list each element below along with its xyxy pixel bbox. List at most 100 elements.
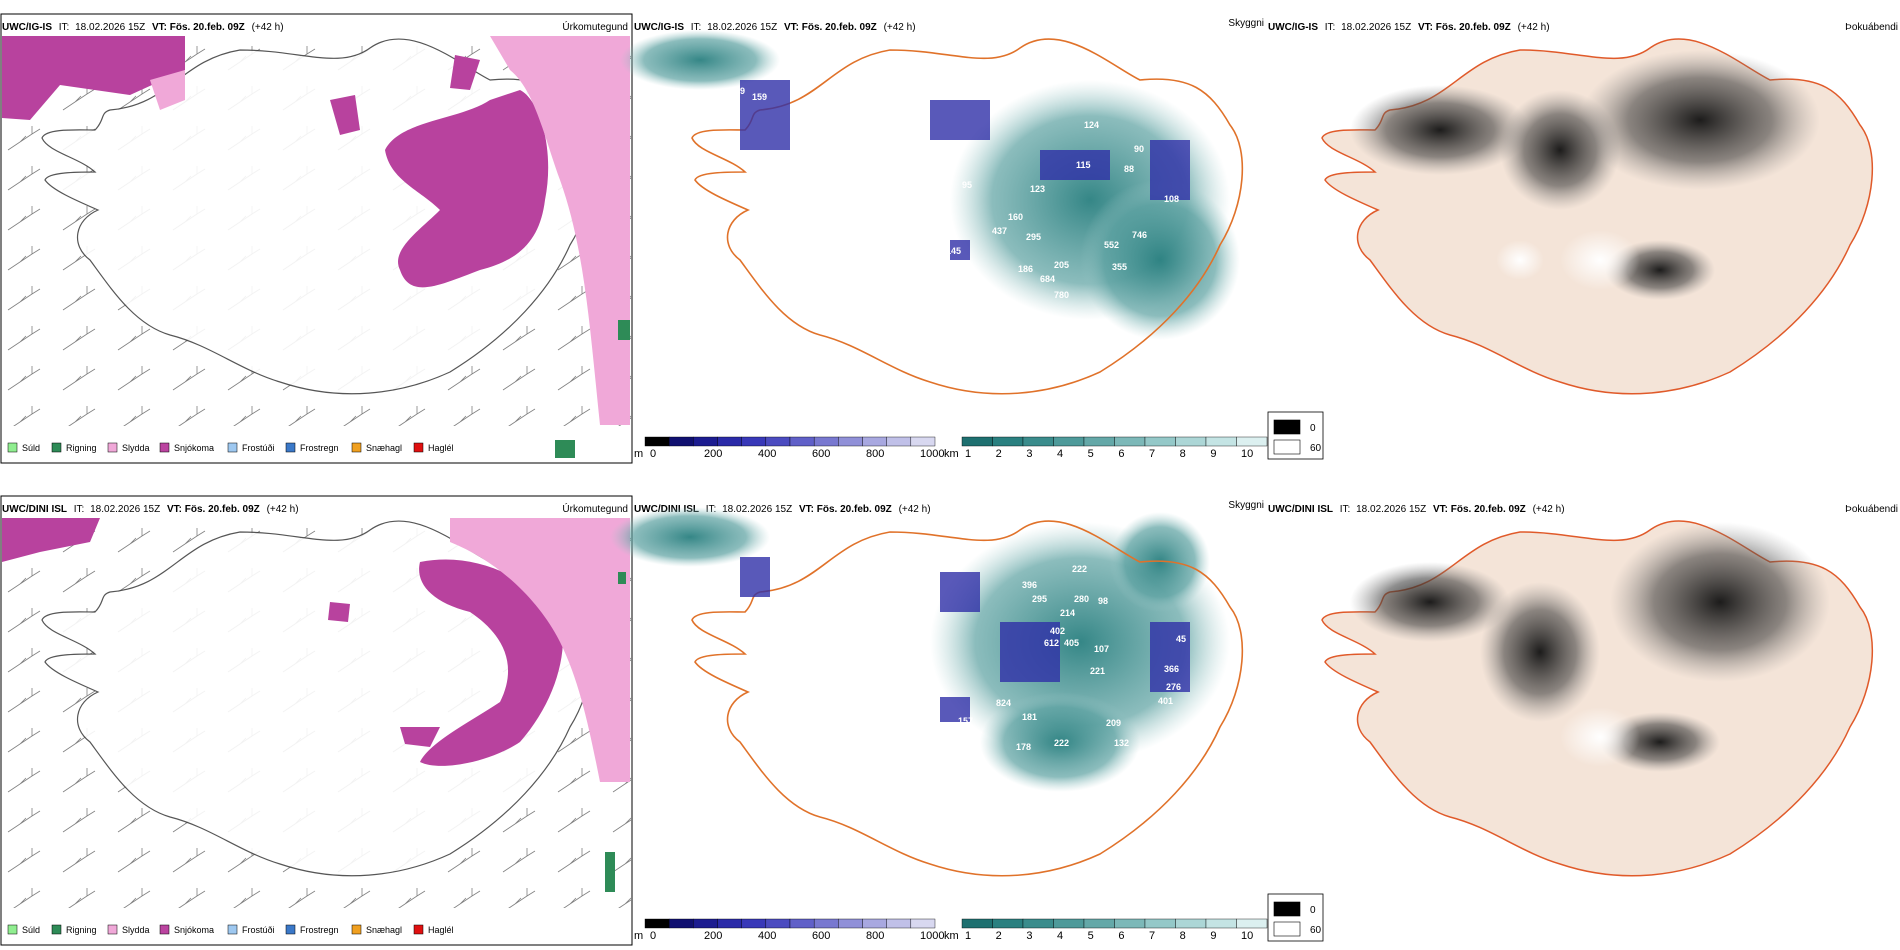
colorbar-swatch (992, 436, 1024, 447)
colorbar-swatch (910, 918, 936, 929)
header-line: UWC/DINI ISL IT: 18.02.2026 15Z VT: Fös.… (1268, 504, 1565, 515)
colorbar-tick-label: 3 (1026, 930, 1032, 942)
svg-text:366: 366 (1164, 664, 1179, 674)
svg-text:205: 205 (1054, 260, 1069, 270)
colorbar-tick-label: 600 (812, 930, 830, 942)
svg-text:88: 88 (1124, 164, 1134, 174)
colorbar-swatch (1114, 918, 1146, 929)
svg-text:295: 295 (1032, 594, 1047, 604)
colorbar-tick-label: 1000 (920, 930, 944, 942)
ceiling-colorbar: m 0 200 400 600 800 1000 (634, 918, 944, 942)
svg-text:98: 98 (1098, 596, 1108, 606)
panel-title-cloud: Skyggni (1228, 18, 1264, 29)
svg-text:552: 552 (1104, 240, 1119, 250)
svg-text:355: 355 (1112, 262, 1127, 272)
panel-title-precip: Úrkomutegund (562, 502, 628, 515)
svg-text:107: 107 (1094, 644, 1109, 654)
fog-legend-swatch (1273, 419, 1301, 435)
panel-title-cloud: Skyggni (1228, 500, 1264, 511)
it-label: IT: (74, 504, 85, 515)
svg-text:684: 684 (1040, 274, 1055, 284)
colorbar-tick-label: 2 (996, 930, 1002, 942)
colorbar-tick-label: 7 (1149, 448, 1155, 460)
svg-text:132: 132 (1114, 738, 1129, 748)
svg-text:Snjókoma: Snjókoma (174, 443, 214, 453)
colorbar-swatch (1236, 436, 1268, 447)
model-name: UWC/DINI ISL (1268, 504, 1333, 515)
precip-legend-item: Haglél (413, 924, 454, 935)
colorbar-swatch (1114, 436, 1146, 447)
svg-text:Slydda: Slydda (122, 443, 150, 453)
header-line: UWC/DINI ISL IT: 18.02.2026 15Z VT: Fös.… (2, 504, 299, 515)
colorbar-swatch (961, 918, 993, 929)
colorbar-tick-label: 0 (650, 930, 656, 942)
svg-text:221: 221 (1090, 666, 1105, 676)
svg-text:86: 86 (776, 180, 786, 190)
ceiling-colorbar-ticks: 0 200 400 600 800 1000 (650, 930, 944, 942)
svg-text:Snæhagl: Snæhagl (366, 925, 402, 935)
colorbar-swatch (1022, 918, 1054, 929)
model-name: UWC/IG-IS (634, 22, 684, 33)
svg-text:824: 824 (996, 698, 1011, 708)
colorbar-swatch (717, 918, 742, 929)
colorbar-tick-label: 7 (1149, 930, 1155, 942)
fog-panel: UWC/DINI ISL IT: 18.02.2026 15Z VT: Fös.… (1267, 504, 1898, 942)
it-label: IT: (1340, 504, 1351, 515)
svg-text:401: 401 (1158, 696, 1173, 706)
model-name: UWC/IG-IS (1268, 22, 1318, 33)
colorbar-swatch (838, 436, 863, 447)
it-value: 18.02.2026 15Z (707, 22, 777, 33)
colorbar-swatch (741, 918, 767, 929)
colorbar-tick-label: 800 (866, 930, 884, 942)
colorbar-swatch (886, 436, 912, 447)
colorbar-tick-label: 5 (1088, 448, 1094, 460)
lead-time: (+42 h) (1533, 504, 1565, 515)
vt-label: VT: Fös. 20.feb. 09Z (784, 22, 877, 33)
snow-areas (2, 36, 549, 288)
colorbar-swatch (1083, 436, 1115, 447)
vt-label: VT: Fös. 20.feb. 09Z (799, 504, 892, 515)
svg-text:295: 295 (1026, 232, 1041, 242)
ceiling-colorbar: m 0 200 400 600 800 1000 (634, 436, 944, 460)
colorbar-swatch (789, 918, 815, 929)
svg-text:437: 437 (992, 226, 1007, 236)
colorbar-tick-label: 1 (965, 930, 971, 942)
precip-legend: Súld Rigning Slydda Snjókoma Frostúði (7, 924, 454, 935)
header-line: UWC/IG-IS IT: 18.02.2026 15Z VT: Fös. 20… (2, 22, 284, 33)
precip-legend-item: Frostregn (285, 924, 339, 935)
lead-time: (+42 h) (884, 22, 916, 33)
fog-panel: UWC/IG-IS IT: 18.02.2026 15Z VT: Fös. 20… (1267, 22, 1898, 460)
visibility-colorbar-ticks: 1 2 3 4 5 6 7 8 9 10 (965, 930, 1253, 942)
colorbar-tick-label: 5 (1088, 930, 1094, 942)
precip-legend-item: Frostúði (227, 442, 275, 453)
precip-legend-item: Slydda (107, 442, 150, 453)
cloud-panel: UWC/DINI ISL IT: 18.02.2026 15Z VT: Fös.… (610, 500, 1268, 942)
colorbar-swatch (862, 436, 887, 447)
row-bottom: UWC/DINI ISL IT: 18.02.2026 15Z VT: Fös.… (0, 495, 1898, 946)
visibility-field (610, 507, 1230, 792)
lead-time: (+42 h) (267, 504, 299, 515)
fog-legend-swatch (1273, 439, 1301, 455)
precip-legend: Súld Rigning Slydda Snjókoma Frostúði (7, 442, 454, 453)
colorbar-swatch (862, 918, 887, 929)
lead-time: (+42 h) (899, 504, 931, 515)
precip-legend-item: Frostregn (285, 442, 339, 453)
colorbar-swatch (1053, 918, 1085, 929)
it-label: IT: (691, 22, 702, 33)
it-value: 18.02.2026 15Z (75, 22, 145, 33)
svg-text:222: 222 (1072, 564, 1087, 574)
precip-panel: UWC/IG-IS IT: 18.02.2026 15Z VT: Fös. 20… (0, 13, 633, 464)
svg-text:780: 780 (1054, 290, 1069, 300)
colorbar-tick-label: 6 (1118, 448, 1124, 460)
colorbar-tick-label: 0 (650, 448, 656, 460)
svg-text:Súld: Súld (22, 443, 40, 453)
colorbar-swatch (910, 436, 936, 447)
precip-legend-item: Snjókoma (159, 924, 214, 935)
it-value: 18.02.2026 15Z (722, 504, 792, 515)
colorbar-swatch (1083, 918, 1115, 929)
colorbar-tick-label: 800 (866, 448, 884, 460)
colorbar-swatch (693, 918, 718, 929)
it-value: 18.02.2026 15Z (1356, 504, 1426, 515)
model-name: UWC/IG-IS (2, 22, 52, 33)
ceiling-field (740, 557, 1190, 722)
